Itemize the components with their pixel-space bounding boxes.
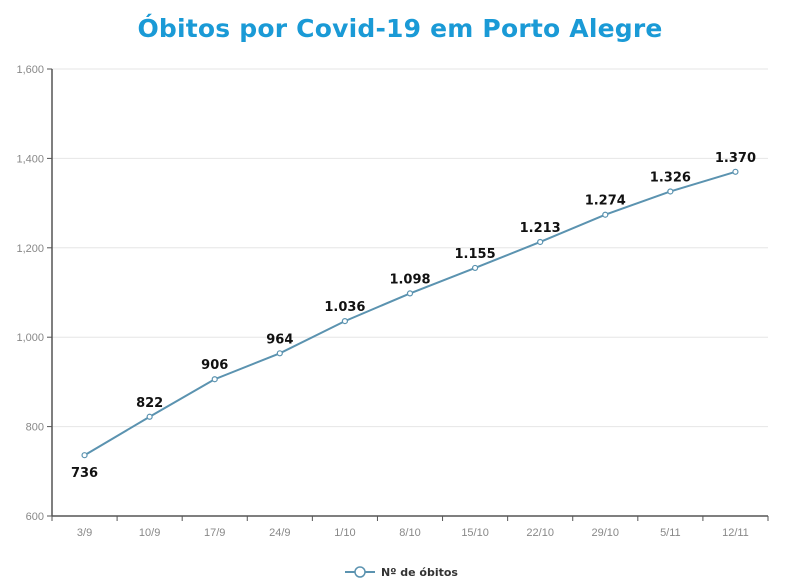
- data-point[interactable]: [537, 238, 544, 246]
- x-tick-label: 8/10: [399, 527, 420, 539]
- x-tick-label: 5/11: [660, 527, 681, 539]
- data-point[interactable]: [81, 452, 88, 459]
- x-tick-label: 15/10: [461, 527, 489, 539]
- data-point[interactable]: [146, 413, 153, 420]
- data-point[interactable]: [341, 318, 349, 325]
- data-label: 964: [266, 332, 293, 347]
- data-point[interactable]: [732, 168, 739, 175]
- legend-marker-icon: [354, 566, 366, 578]
- data-label: 1.213: [520, 221, 561, 236]
- y-tick-label: 1,000: [16, 332, 44, 344]
- x-tick-label: 17/9: [204, 527, 225, 539]
- data-label: 1.326: [650, 170, 691, 185]
- x-tick-label: 1/10: [334, 527, 355, 539]
- data-label: 1.036: [324, 300, 365, 315]
- y-tick-label: 1,400: [16, 153, 44, 165]
- data-label: 736: [71, 466, 98, 481]
- y-tick-label: 1,600: [16, 64, 44, 76]
- x-tick-label: 12/11: [722, 527, 749, 539]
- legend-label: Nº de óbitos: [381, 566, 458, 579]
- legend[interactable]: Nº de óbitos: [345, 566, 458, 579]
- y-tick-label: 1,200: [16, 243, 44, 255]
- y-tick-label: 600: [26, 511, 44, 523]
- x-tick-label: 24/9: [269, 527, 290, 539]
- data-label: 1.370: [715, 151, 756, 166]
- data-label: 1.274: [585, 194, 626, 209]
- data-point[interactable]: [406, 290, 414, 297]
- series-line: [81, 168, 739, 459]
- data-label: 1.098: [389, 272, 430, 287]
- data-label: 1.155: [455, 247, 496, 262]
- data-point[interactable]: [471, 264, 479, 272]
- gridlines: [52, 68, 768, 428]
- chart-title: Óbitos por Covid-19 em Porto Alegre: [137, 14, 663, 43]
- x-tick-label: 29/10: [592, 527, 620, 539]
- y-axis: 600 800 1,000 1,200 1,400 1,600: [16, 64, 53, 523]
- x-tick-label: 3/9: [77, 527, 92, 539]
- data-label: 906: [201, 358, 228, 373]
- data-labels: 736 822 906 964 1.036 1.098 1.155 1.213 1.274 1.3…: [71, 151, 756, 481]
- x-tick-label: 22/10: [526, 527, 554, 539]
- y-tick-label: 800: [26, 422, 44, 434]
- x-axis: 3/9 10/9 17/9 24/9 1/10 8/10 15/10 22/10 29/10 5/…: [51, 515, 769, 539]
- data-line: [84, 170, 736, 457]
- data-label: 822: [136, 396, 163, 411]
- data-point[interactable]: [211, 376, 218, 383]
- data-point[interactable]: [276, 350, 283, 357]
- data-point[interactable]: [602, 211, 609, 218]
- x-tick-label: 10/9: [139, 527, 160, 539]
- data-point[interactable]: [667, 188, 674, 195]
